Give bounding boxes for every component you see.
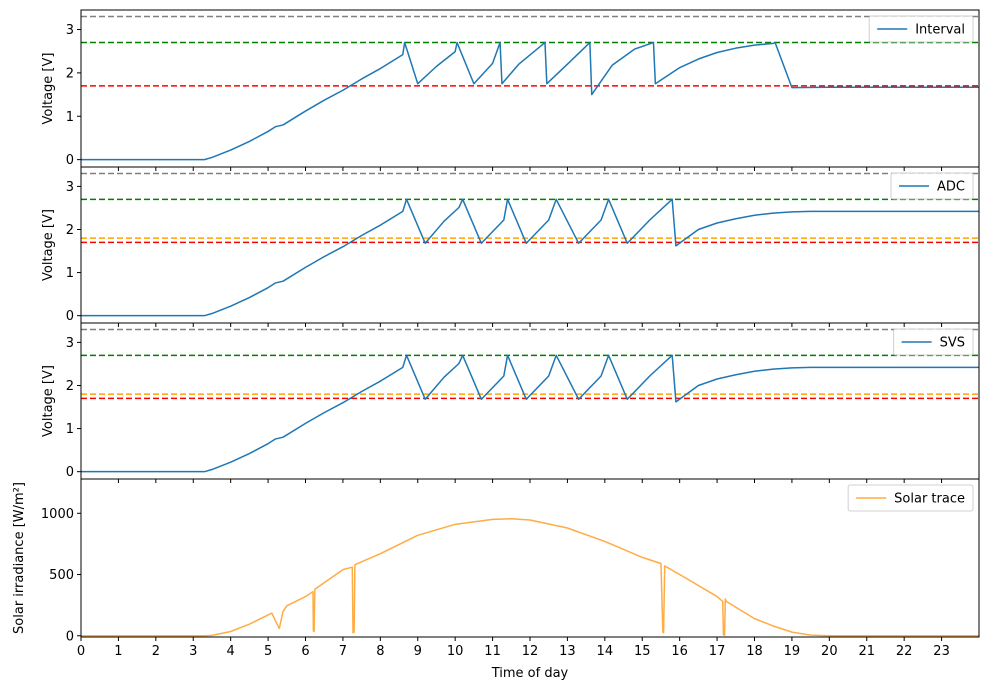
x-axis-label: Time of day [491, 666, 569, 681]
y-tick-label: 0 [66, 153, 74, 168]
x-tick-label: 4 [227, 644, 235, 659]
series-line-adc [81, 198, 979, 317]
y-tick-label: 2 [66, 66, 74, 81]
y-tick-label: 0 [66, 465, 74, 480]
legend-box [847, 484, 974, 512]
x-tick-label: 14 [597, 644, 614, 659]
y-tick-label: 3 [66, 23, 74, 38]
y-tick-label: 500 [49, 568, 74, 583]
x-tick-label: 6 [301, 644, 309, 659]
legend-label: Interval [915, 23, 965, 38]
y-tick-label: 3 [66, 336, 74, 351]
x-tick-label: 23 [933, 644, 950, 659]
y-tick-label: 3 [66, 180, 74, 195]
x-tick-label: 2 [152, 644, 160, 659]
x-tick-label: 8 [376, 644, 384, 659]
y-axis-label: Solar irradiance [W/m²] [12, 482, 27, 634]
panel-3: 0 1 2 3 Voltage [V] SVS [41, 322, 980, 483]
series-line-solar-trace [81, 518, 979, 637]
y-axis-label: Voltage [V] [41, 365, 56, 437]
axes-frame [80, 166, 980, 324]
legend: SVS [893, 328, 974, 356]
y-tick-label: 2 [66, 223, 74, 238]
x-tick-label: 22 [896, 644, 913, 659]
x-tick-label: 15 [634, 644, 651, 659]
x-tick-label: 17 [709, 644, 726, 659]
y-tick-label: 0 [66, 629, 74, 644]
legend: Interval [868, 15, 974, 43]
x-tick-label: 11 [484, 644, 501, 659]
y-tick-label: 1 [66, 422, 74, 437]
legend: ADC [890, 172, 974, 200]
series-line-svs [81, 354, 979, 473]
panel-2: 0 1 2 3 Voltage [V] ADC [41, 166, 980, 327]
x-tick-label: 12 [522, 644, 539, 659]
axes-frame [80, 322, 980, 480]
y-tick-label: 1 [66, 266, 74, 281]
y-tick-label: 1 [66, 110, 74, 125]
legend-label: Solar trace [894, 492, 965, 507]
legend-label: ADC [937, 180, 965, 195]
panel-1: 0 1 2 3 Voltage [V] Interval [41, 9, 980, 171]
x-tick-label: 21 [858, 644, 875, 659]
x-tick-label: 10 [447, 644, 464, 659]
legend-box [868, 15, 974, 43]
legend: Solar trace [847, 484, 974, 512]
x-tick-label: 7 [339, 644, 347, 659]
axes-frame [80, 478, 980, 638]
x-tick-label: 3 [189, 644, 197, 659]
y-axis-label: Voltage [V] [41, 53, 56, 125]
x-tick-label: 1 [114, 644, 122, 659]
x-tick-label: 16 [671, 644, 688, 659]
x-tick-label: 19 [784, 644, 801, 659]
legend-box [890, 172, 974, 200]
y-tick-label: 0 [66, 309, 74, 324]
y-axis-label: Voltage [V] [41, 209, 56, 281]
legend-label: SVS [940, 336, 965, 351]
x-tick-label: 13 [559, 644, 576, 659]
series-line-interval [81, 41, 979, 161]
axes-frame [80, 9, 980, 168]
x-tick-label: 20 [821, 644, 838, 659]
y-tick-label: 2 [66, 379, 74, 394]
x-tick-label: 9 [414, 644, 422, 659]
x-tick-label: 0 [77, 644, 85, 659]
y-tick-label: 1000 [41, 507, 74, 522]
x-tick-label: 5 [264, 644, 272, 659]
legend-box [893, 328, 974, 356]
x-tick-label: 18 [746, 644, 763, 659]
